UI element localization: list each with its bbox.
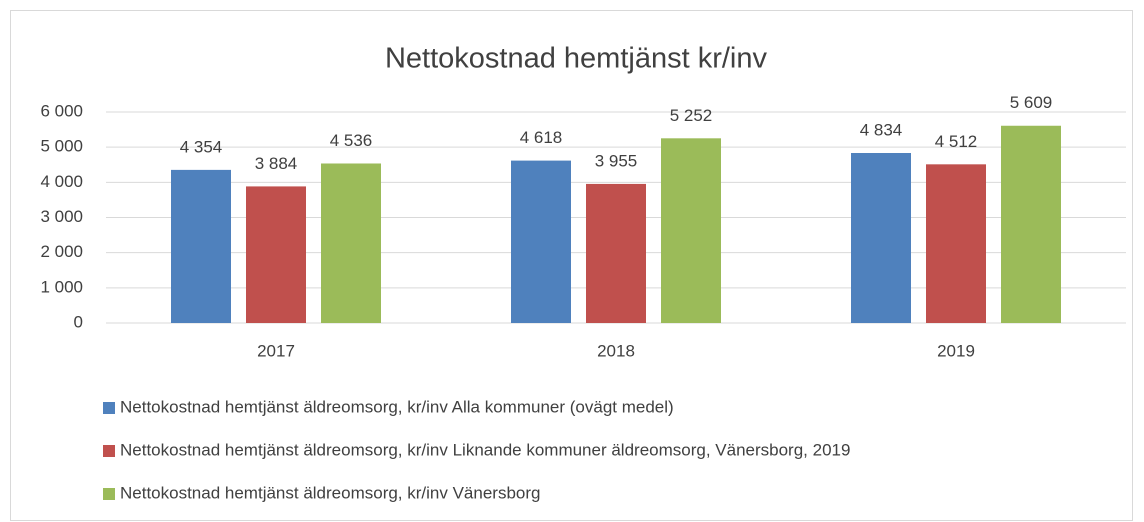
x-tick-label: 2019: [937, 341, 975, 360]
legend-swatch: [103, 488, 115, 500]
y-tick-label: 3 000: [40, 207, 83, 226]
data-label: 4 834: [860, 120, 903, 139]
bar: [586, 183, 646, 323]
data-label: 4 536: [330, 131, 373, 150]
bar: [851, 153, 911, 323]
legend-label: Nettokostnad hemtjänst äldreomsorg, kr/i…: [120, 440, 850, 459]
bar: [321, 163, 381, 323]
x-tick-label: 2018: [597, 341, 635, 360]
legend-label: Nettokostnad hemtjänst äldreomsorg, kr/i…: [120, 483, 540, 502]
data-label: 4 354: [180, 137, 223, 156]
legend-swatch: [103, 402, 115, 414]
y-tick-label: 2 000: [40, 242, 83, 261]
y-tick-label: 0: [74, 312, 83, 331]
bar: [926, 164, 986, 323]
data-label: 5 252: [670, 106, 713, 125]
bar: [171, 169, 231, 323]
bar: [661, 138, 721, 323]
bar: [246, 186, 306, 323]
bar: [511, 160, 571, 323]
y-tick-label: 4 000: [40, 172, 83, 191]
legend-swatch: [103, 445, 115, 457]
bar: [1001, 125, 1061, 323]
data-label: 3 884: [255, 154, 298, 173]
data-label: 3 955: [595, 151, 638, 170]
data-label: 4 512: [935, 132, 978, 151]
y-tick-label: 5 000: [40, 137, 83, 156]
legend-label: Nettokostnad hemtjänst äldreomsorg, kr/i…: [120, 397, 674, 416]
chart-title: Nettokostnad hemtjänst kr/inv: [385, 43, 768, 75]
y-tick-label: 1 000: [40, 277, 83, 296]
y-tick-label: 6 000: [40, 101, 83, 120]
x-tick-label: 2017: [257, 341, 295, 360]
data-label: 4 618: [520, 128, 563, 147]
data-label: 5 609: [1010, 93, 1053, 112]
